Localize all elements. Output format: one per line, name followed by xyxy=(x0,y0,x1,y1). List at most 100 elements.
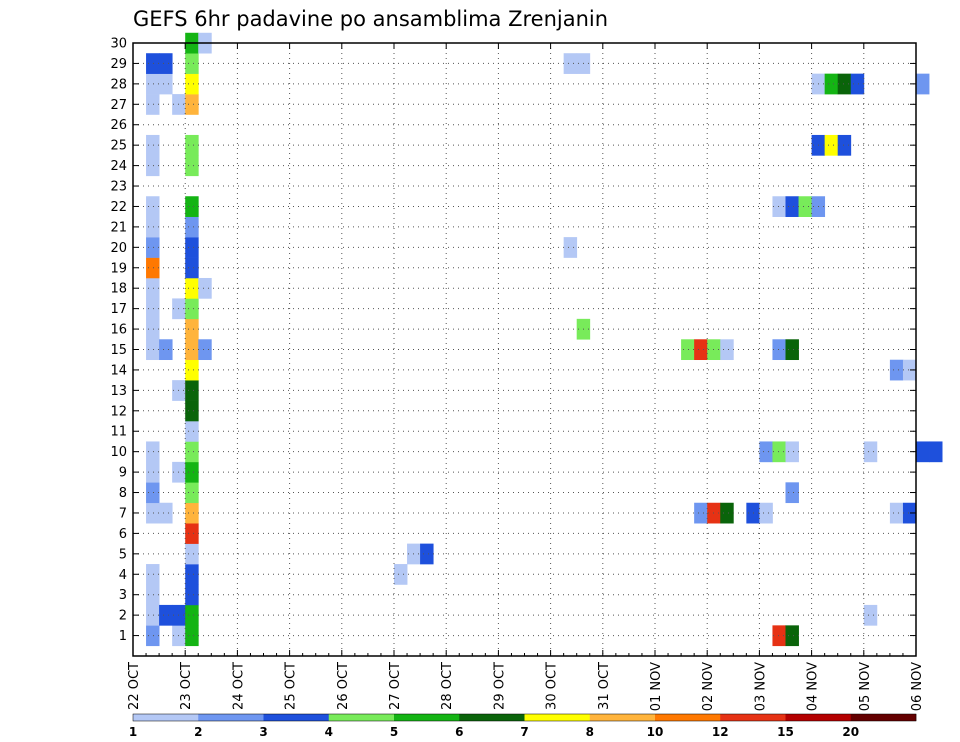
colorbar-swatch xyxy=(394,714,460,721)
colorbar-label: 6 xyxy=(455,725,463,739)
y-tick-label: 11 xyxy=(110,425,127,440)
heatmap-cell xyxy=(850,73,865,95)
colorbar-label: 12 xyxy=(712,725,729,739)
heatmap-cell xyxy=(185,257,199,279)
heatmap-cell xyxy=(185,94,199,115)
x-tick-label: 04 NOV xyxy=(806,662,821,711)
heatmap-cell xyxy=(824,134,839,156)
heatmap-cell xyxy=(146,625,160,647)
heatmap-cell xyxy=(720,502,734,524)
y-tick-label: 12 xyxy=(110,404,127,419)
heatmap-cell xyxy=(185,380,199,401)
colorbar-swatch xyxy=(328,714,395,721)
y-tick-label: 15 xyxy=(110,343,127,358)
heatmap-cell xyxy=(785,196,799,217)
heatmap-cell xyxy=(146,441,160,463)
heatmap-cell xyxy=(146,298,160,320)
colorbar-label: 5 xyxy=(390,725,398,739)
heatmap-cell xyxy=(185,359,199,381)
heatmap-cell xyxy=(916,441,930,463)
heatmap-cell xyxy=(185,441,199,463)
y-tick-label: 20 xyxy=(110,241,127,256)
y-tick-label: 2 xyxy=(119,609,127,624)
heatmap-cell xyxy=(185,53,199,74)
y-tick-label: 18 xyxy=(110,282,127,297)
heatmap-cell xyxy=(146,94,160,115)
heatmap-cell xyxy=(185,196,199,217)
y-tick-label: 25 xyxy=(110,139,127,154)
y-tick-label: 5 xyxy=(119,547,127,562)
colorbar: 1 2 3 4 5 6 7 8 10 12 15 20 xyxy=(129,713,917,739)
heatmap-cell xyxy=(146,257,160,279)
colorbar-label: 10 xyxy=(647,725,664,739)
heatmap-cell xyxy=(837,134,852,156)
x-tick-label: 26 OCT xyxy=(336,662,351,710)
y-tick-label: 13 xyxy=(110,384,127,399)
y-tick-label: 28 xyxy=(110,77,127,92)
heatmap-cell xyxy=(146,73,160,95)
y-tick-label: 23 xyxy=(110,180,127,195)
heatmap-cell xyxy=(198,277,212,299)
heatmap-cell xyxy=(146,237,160,258)
heatmap-cell xyxy=(185,564,199,585)
heatmap-cell xyxy=(146,277,160,299)
heatmap-cell xyxy=(159,53,173,74)
heatmap-cell xyxy=(185,318,199,340)
colorbar-label: 15 xyxy=(777,725,794,739)
heatmap-cell xyxy=(146,564,160,585)
heatmap-cell xyxy=(785,625,799,647)
x-tick-label: 29 OCT xyxy=(492,662,507,710)
heatmap-cell xyxy=(694,339,708,361)
heatmap-cell xyxy=(146,604,160,626)
colorbar-swatch xyxy=(589,714,656,721)
x-tick-label: 06 NOV xyxy=(910,662,925,711)
x-tick-label: 30 OCT xyxy=(545,662,560,710)
colorbar-swatch xyxy=(655,714,721,721)
heatmap-cell xyxy=(720,339,734,361)
heatmap-cell xyxy=(185,400,199,422)
heatmap-cells xyxy=(146,32,943,647)
heatmap-cell xyxy=(772,625,786,647)
heatmap-cell xyxy=(146,196,160,217)
heatmap-cell xyxy=(185,298,199,320)
heatmap-cell xyxy=(146,155,160,177)
y-tick-label: 14 xyxy=(110,363,127,378)
y-tick-label: 7 xyxy=(119,506,127,521)
x-tick-label: 02 NOV xyxy=(701,662,716,711)
heatmap-cell xyxy=(185,73,199,95)
colorbar-swatch xyxy=(133,714,199,721)
heatmap-cell xyxy=(798,196,812,217)
colorbar-swatch xyxy=(198,714,264,721)
heatmap-cell xyxy=(772,196,786,217)
heatmap-cell xyxy=(185,421,199,442)
y-tick-label: 29 xyxy=(110,57,127,72)
heatmap-cell xyxy=(837,73,852,95)
heatmap-cell xyxy=(185,216,199,238)
y-tick-label: 16 xyxy=(110,323,127,338)
y-tick-label: 21 xyxy=(110,220,127,235)
heatmap-cell xyxy=(185,155,199,177)
colorbar-label: 1 xyxy=(129,725,137,739)
heatmap-cell xyxy=(902,502,917,524)
x-tick-label: 01 NOV xyxy=(649,662,664,711)
heatmap-cell xyxy=(759,441,773,463)
x-tick-label: 27 OCT xyxy=(388,662,403,710)
heatmap-cell xyxy=(185,625,199,647)
x-tick-label: 25 OCT xyxy=(284,662,299,710)
heatmap-cell xyxy=(146,502,160,524)
heatmap-cell xyxy=(185,339,199,361)
y-tick-label: 10 xyxy=(110,445,127,460)
x-tick-label: 05 NOV xyxy=(858,662,873,711)
heatmap-cell xyxy=(185,523,199,544)
chart-title: GEFS 6hr padavine po ansamblima Zrenjani… xyxy=(133,7,608,31)
y-tick-label: 9 xyxy=(119,466,127,481)
heatmap-cell xyxy=(185,461,199,483)
heatmap-cell xyxy=(185,134,199,156)
heatmap-cell xyxy=(902,359,917,381)
heatmap-cell xyxy=(420,543,434,565)
x-tick-label: 23 OCT xyxy=(179,662,194,710)
y-tick-label: 6 xyxy=(119,527,127,542)
heatmap-cell xyxy=(916,73,930,95)
y-tick-label: 17 xyxy=(110,302,127,317)
x-tick-label: 03 NOV xyxy=(753,662,768,711)
